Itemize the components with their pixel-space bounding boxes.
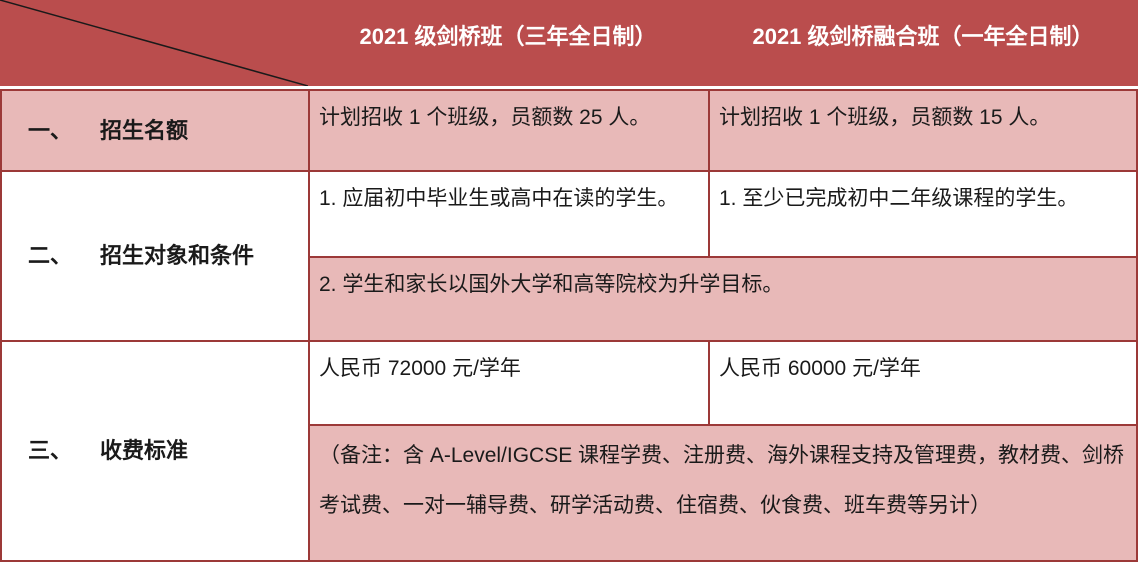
diagonal-line-icon bbox=[0, 0, 308, 86]
row-label-target-conditions: 二、 招生对象和条件 bbox=[2, 172, 310, 342]
quota-cambridge-class: 计划招收 1 个班级，员额数 25 人。 bbox=[310, 91, 710, 172]
fee-fusion-class: 人民币 60000 元/学年 bbox=[710, 342, 1136, 426]
condition-shared: 2. 学生和家长以国外大学和高等院校为升学目标。 bbox=[310, 258, 1136, 342]
row-label-fee-standard: 三、 收费标准 bbox=[2, 342, 310, 560]
fee-note: （备注：含 A-Level/IGCSE 课程学费、注册费、海外课程支持及管理费，… bbox=[310, 426, 1136, 560]
table-header-row: 2021 级剑桥班（三年全日制） 2021 级剑桥融合班（一年全日制） bbox=[0, 0, 1138, 86]
condition-fusion-class: 1. 至少已完成初中二年级课程的学生。 bbox=[710, 172, 1136, 258]
row-label-text: 招生对象和条件 bbox=[100, 243, 255, 268]
fee-cambridge-class: 人民币 72000 元/学年 bbox=[310, 342, 710, 426]
row-number: 三、 bbox=[28, 438, 73, 463]
condition-cambridge-class: 1. 应届初中毕业生或高中在读的学生。 bbox=[310, 172, 710, 258]
row-number: 二、 bbox=[28, 243, 73, 268]
header-cambridge-fusion-class: 2021 级剑桥融合班（一年全日制） bbox=[752, 24, 1094, 49]
header-body-gap bbox=[0, 86, 1138, 89]
row-label-enrollment-quota: 一、 招生名额 bbox=[2, 91, 310, 172]
header-corner-cell bbox=[0, 0, 308, 86]
row-label-text: 招生名额 bbox=[100, 117, 189, 143]
row-label-text: 收费标准 bbox=[100, 438, 189, 463]
header-cambridge-class: 2021 级剑桥班（三年全日制） bbox=[359, 24, 657, 49]
row-number: 一、 bbox=[28, 117, 73, 143]
quota-fusion-class: 计划招收 1 个班级，员额数 15 人。 bbox=[710, 91, 1136, 172]
table-body: 一、 招生名额 计划招收 1 个班级，员额数 25 人。 计划招收 1 个班级，… bbox=[0, 89, 1138, 562]
